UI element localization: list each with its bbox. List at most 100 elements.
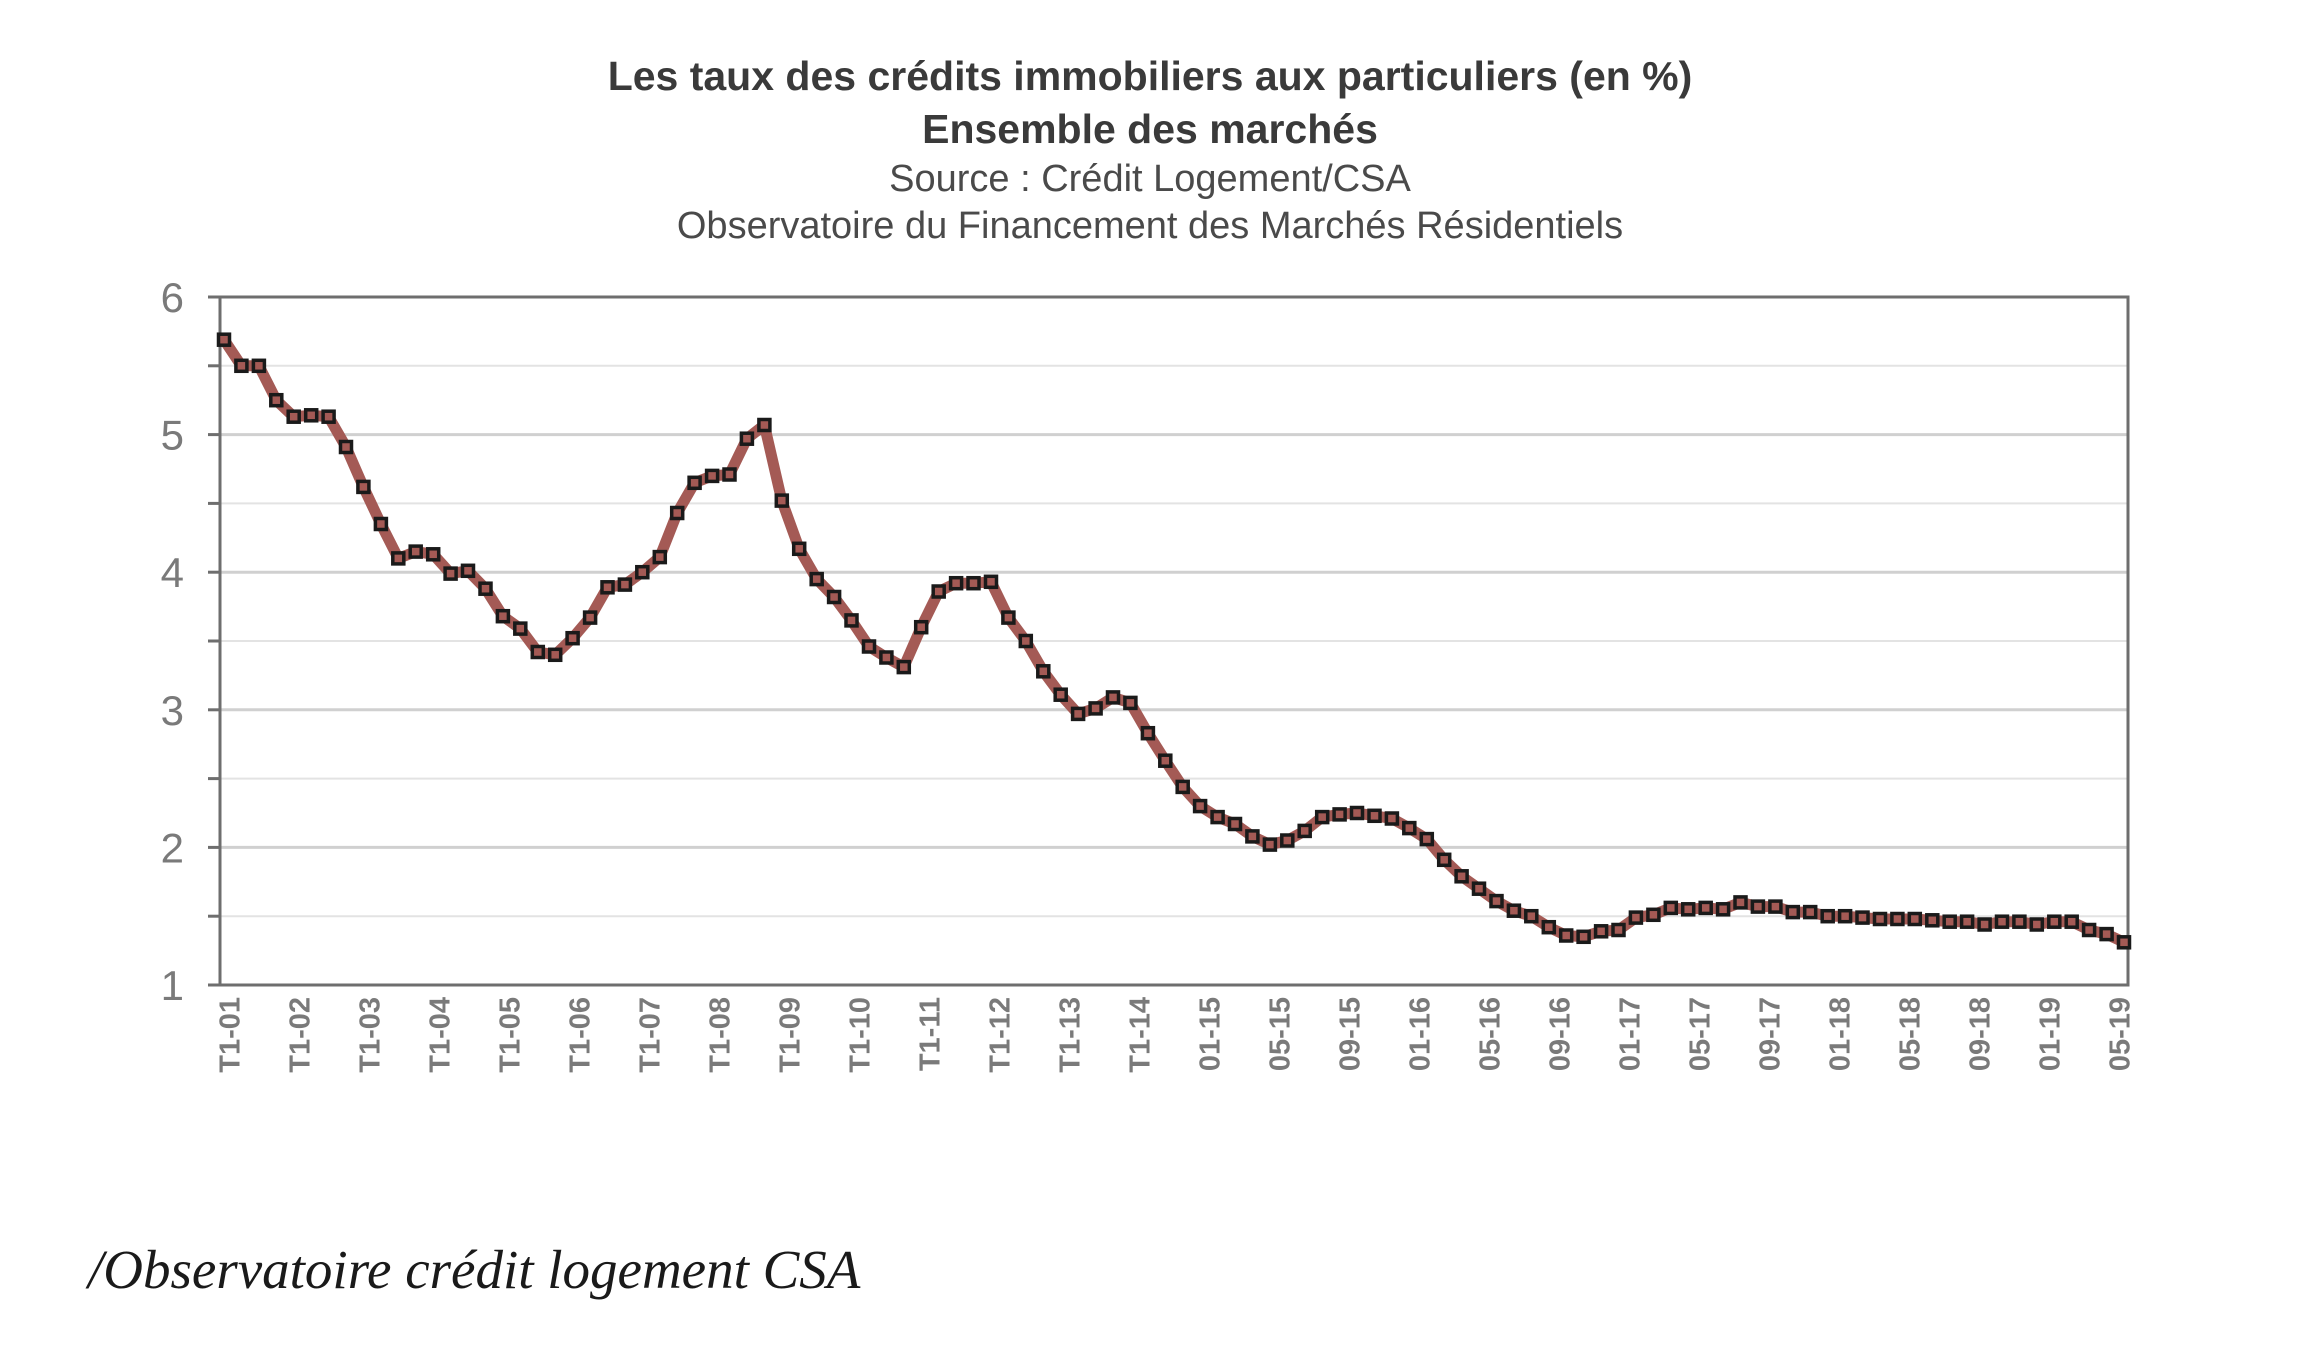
x-tick-label: 09-18 <box>1965 997 1997 1071</box>
data-point <box>1245 829 1260 844</box>
data-point <box>460 563 476 579</box>
data-point <box>757 417 772 433</box>
data-point <box>425 547 441 562</box>
data-point <box>1663 900 1679 916</box>
x-tick-label: 05-19 <box>2105 997 2137 1071</box>
image-caption: /Observatoire crédit logement CSA <box>88 1239 861 1300</box>
data-point <box>565 630 580 646</box>
data-point <box>809 571 824 587</box>
data-point <box>286 409 301 424</box>
x-tick-label: T1-13 <box>1055 997 1087 1073</box>
data-point <box>617 577 633 592</box>
data-point <box>1018 633 1034 649</box>
data-point <box>1314 809 1330 825</box>
x-tick-label: 05-15 <box>1265 997 1297 1071</box>
data-point <box>443 566 458 581</box>
y-tick-label: 3 <box>161 687 184 734</box>
data-point <box>530 644 546 660</box>
data-point <box>913 619 929 635</box>
y-tick-label: 6 <box>161 274 184 321</box>
data-point <box>1872 911 1888 927</box>
x-tick-label: 01-17 <box>1615 997 1647 1071</box>
y-tick-label: 1 <box>161 962 184 1009</box>
data-point <box>1158 753 1173 768</box>
data-point <box>2029 917 2045 932</box>
data-point <box>1227 816 1243 832</box>
data-point <box>966 575 981 591</box>
y-tick-label: 2 <box>161 824 184 871</box>
data-point <box>1959 914 1975 929</box>
line-chart: Les taux des crédits immobiliers aux par… <box>161 53 2137 1073</box>
x-tick-label: T1-14 <box>1125 997 1157 1073</box>
x-tick-label: 09-16 <box>1545 997 1577 1071</box>
data-point <box>251 358 267 374</box>
data-point <box>2081 922 2097 938</box>
x-tick-label: T1-11 <box>915 997 947 1071</box>
data-point <box>1297 823 1312 839</box>
data-point <box>2116 935 2132 950</box>
data-point <box>547 647 563 663</box>
data-point <box>1471 881 1487 896</box>
y-axis <box>208 295 220 987</box>
data-point <box>1088 701 1103 716</box>
data-point <box>861 639 877 654</box>
data-point <box>1907 911 1923 927</box>
series-taux-moyen <box>216 332 2132 950</box>
data-point <box>1646 907 1661 923</box>
x-tick-label: 09-15 <box>1335 997 1367 1071</box>
data-point <box>1715 902 1731 917</box>
data-point <box>1925 913 1940 928</box>
data-point <box>1036 664 1051 679</box>
data-point <box>1977 917 1992 932</box>
data-point <box>844 613 859 628</box>
data-point <box>1524 908 1539 924</box>
data-point <box>1053 687 1068 702</box>
data-point <box>1820 908 1835 924</box>
x-tick-label: T1-04 <box>425 997 457 1073</box>
data-point <box>2047 914 2062 929</box>
x-tick-label: T1-05 <box>495 997 527 1073</box>
data-point <box>687 475 702 491</box>
data-point <box>652 549 668 565</box>
data-point <box>1558 928 1574 943</box>
data-point <box>1593 924 1609 939</box>
data-point <box>1628 910 1644 925</box>
x-tick-label: T1-08 <box>705 997 737 1073</box>
data-point <box>1262 837 1278 852</box>
x-tick-label: 01-15 <box>1195 997 1227 1071</box>
data-point <box>1489 893 1504 909</box>
data-point <box>513 621 528 636</box>
data-point <box>1332 807 1347 822</box>
data-point <box>983 574 999 590</box>
y-tick-labels: 1 2 3 4 5 6 <box>161 274 184 1009</box>
data-point <box>1733 895 1748 910</box>
x-tick-label: T1-09 <box>775 997 807 1073</box>
data-point <box>2099 926 2114 942</box>
data-point <box>600 580 615 595</box>
data-point <box>722 467 737 482</box>
data-point <box>1105 690 1121 705</box>
data-point <box>1070 706 1086 722</box>
data-point <box>269 392 284 408</box>
data-point <box>1367 808 1382 824</box>
data-point <box>1192 798 1208 814</box>
data-point <box>1384 811 1400 826</box>
data-point <box>669 505 685 521</box>
x-tick-label: 05-17 <box>1685 997 1717 1071</box>
data-point <box>826 589 842 605</box>
data-point <box>2064 914 2079 929</box>
data-point <box>1123 695 1138 711</box>
data-point <box>1454 869 1469 884</box>
data-point <box>1210 809 1225 825</box>
x-tick-label: 09-17 <box>1755 997 1787 1071</box>
data-point <box>216 332 232 347</box>
data-point <box>1541 919 1557 935</box>
data-point <box>356 479 371 495</box>
data-point <box>1436 852 1452 868</box>
x-tick-label: T1-02 <box>285 997 317 1073</box>
data-point <box>1140 725 1156 741</box>
data-point <box>1890 911 1905 927</box>
data-point <box>1280 833 1295 848</box>
x-tick-label: T1-12 <box>985 997 1017 1073</box>
